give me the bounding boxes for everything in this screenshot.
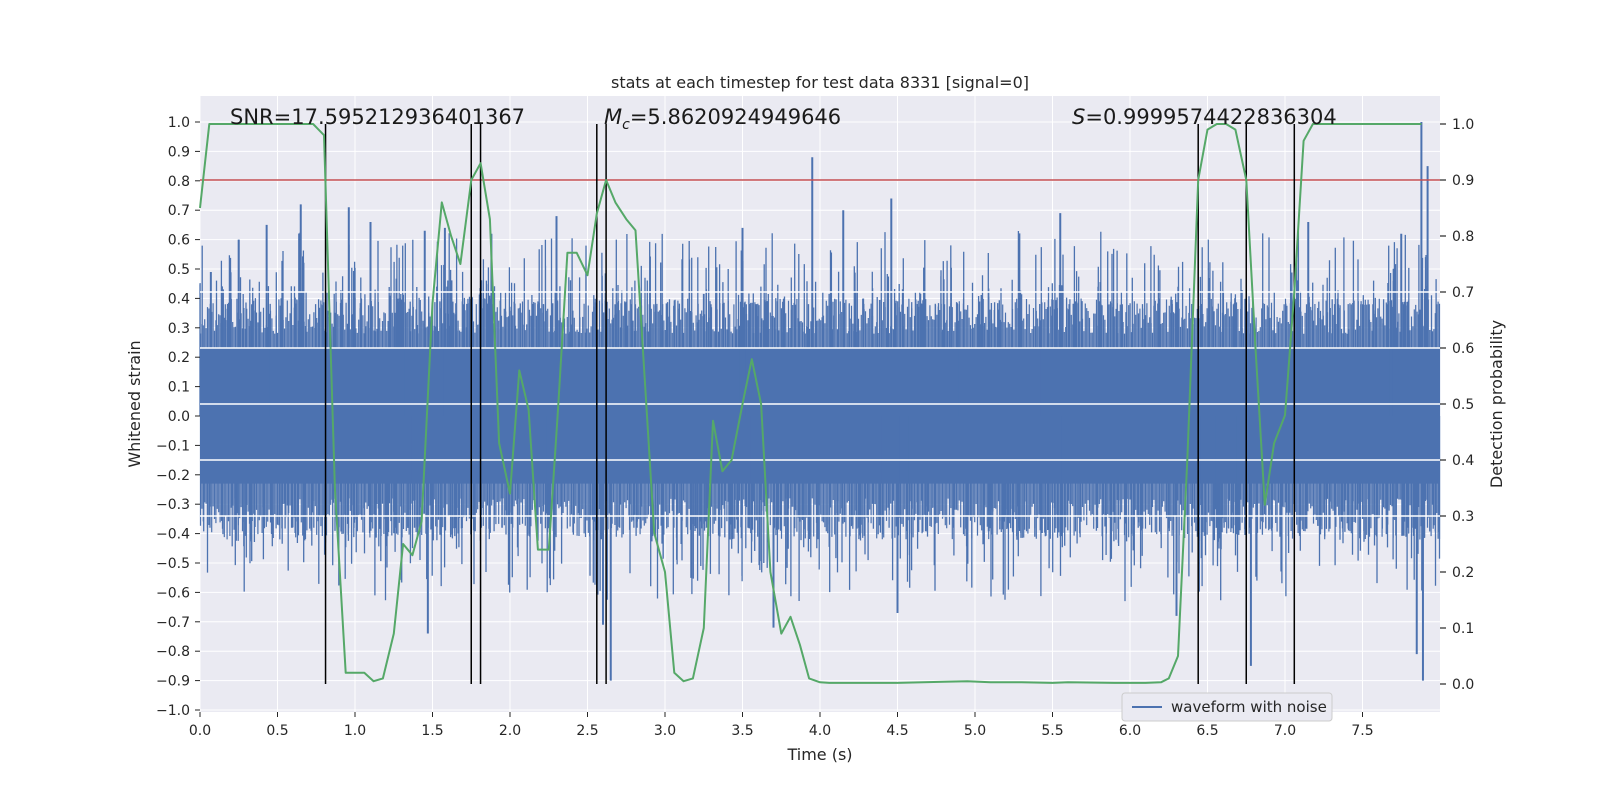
x-tick-label: 2.5 (576, 723, 598, 739)
x-tick-label: 7.0 (1274, 723, 1296, 739)
snr-annotation: SNR=17.595212936401367 (230, 105, 525, 129)
probability-line (199, 123, 1422, 684)
y-tick-label: −0.1 (156, 438, 190, 454)
y-tick-label: 0.4 (168, 291, 190, 307)
y2-tick-label: 0.8 (1452, 229, 1474, 245)
x-tick-label: 6.0 (1119, 723, 1141, 739)
statistic-value: =0.9999574422836304 (1085, 105, 1336, 129)
statistic-symbol: S (1072, 105, 1085, 129)
y-tick-label: −0.7 (156, 615, 190, 631)
x-axis-label: Time (s) (786, 745, 852, 764)
x-tick-label: 1.5 (421, 723, 443, 739)
y2-tick-label: 1.0 (1452, 117, 1474, 133)
y2-tick-label: 0.4 (1452, 453, 1474, 469)
y-tick-label: −0.2 (156, 468, 190, 484)
y-tick-label: 0.0 (168, 409, 190, 425)
y-tick-label: −0.8 (156, 644, 190, 660)
chart-title: stats at each timestep for test data 833… (611, 73, 1029, 92)
y2-tick-label: 0.7 (1452, 285, 1474, 301)
x-tick-label: 0.5 (266, 723, 288, 739)
legend-box (1121, 692, 1333, 722)
y2-tick-label: 0.5 (1452, 397, 1474, 413)
y2-axis-label: Detection probability (1487, 320, 1506, 488)
y-axis-label: Whitened strain (125, 340, 144, 467)
y-tick-label: −0.5 (156, 556, 190, 572)
y-tick-label: 0.3 (168, 321, 190, 337)
y2-tick-label: 0.0 (1452, 677, 1474, 693)
secondary-grid-lines (200, 291, 1440, 517)
chirp-mass-subscript: c (622, 117, 630, 133)
x-tick-label: 7.5 (1351, 723, 1373, 739)
x-tick-label: 2.0 (499, 723, 521, 739)
x-tick-label: 3.5 (731, 723, 753, 739)
chirp-mass-symbol: M (604, 105, 622, 129)
y-tick-label: −0.9 (156, 674, 190, 690)
x-tick-label: 3.0 (654, 723, 676, 739)
chirp-mass-value: =5.8620924949646 (630, 105, 841, 129)
y-tick-label: −0.4 (156, 527, 190, 543)
x-tick-label: 5.5 (1041, 723, 1063, 739)
x-tick-label: 4.5 (886, 723, 908, 739)
y-tick-label: 0.5 (168, 262, 190, 278)
x-tick-label: 1.0 (344, 723, 366, 739)
y-axis-ticks: 1.0 0.9 0.8 0.7 0.6 0.5 0.4 0.3 0.2 0.1 0.0 −0.1 −0.… (156, 115, 200, 719)
chirp-mass-annotation: Mc=5.8620924949646 (604, 105, 841, 133)
probability-series (199, 123, 1422, 684)
y2-tick-label: 0.3 (1452, 509, 1474, 525)
x-tick-label: 5.0 (964, 723, 986, 739)
legend-label: waveform with noise (1171, 698, 1327, 716)
x-tick-label: 4.0 (809, 723, 831, 739)
waveform-random-spikes (199, 230, 1441, 602)
y-tick-label: −0.3 (156, 497, 190, 513)
y-tick-label: 0.8 (168, 174, 190, 190)
y2-tick-label: 0.2 (1452, 565, 1474, 581)
y-tick-label: 0.1 (168, 380, 190, 396)
y2-tick-label: 0.6 (1452, 341, 1474, 357)
y2-tick-label: 0.9 (1452, 173, 1474, 189)
y-tick-label: 0.2 (168, 350, 190, 366)
y2-tick-label: 0.1 (1452, 621, 1474, 637)
y-tick-label: 0.7 (168, 203, 190, 219)
y-tick-label: −1.0 (156, 703, 190, 719)
statistic-annotation: S=0.9999574422836304 (1072, 105, 1337, 129)
x-tick-label: 6.5 (1196, 723, 1218, 739)
y-tick-label: −0.6 (156, 585, 190, 601)
legend: waveform with noise (1121, 692, 1333, 722)
y-tick-label: 0.9 (168, 144, 190, 160)
y-tick-label: 1.0 (168, 115, 190, 131)
x-axis-ticks: 0.0 0.5 1.0 1.5 2.0 2.5 3.0 3.5 4.0 4.5 5.0 5.5 6.0 6… (189, 712, 1374, 739)
x-tick-label: 0.0 (189, 723, 211, 739)
y-tick-label: 0.6 (168, 233, 190, 249)
y2-axis-ticks: 1.0 0.9 0.8 0.7 0.6 0.5 0.4 0.3 0.2 0.1 0.0 (1440, 117, 1474, 693)
